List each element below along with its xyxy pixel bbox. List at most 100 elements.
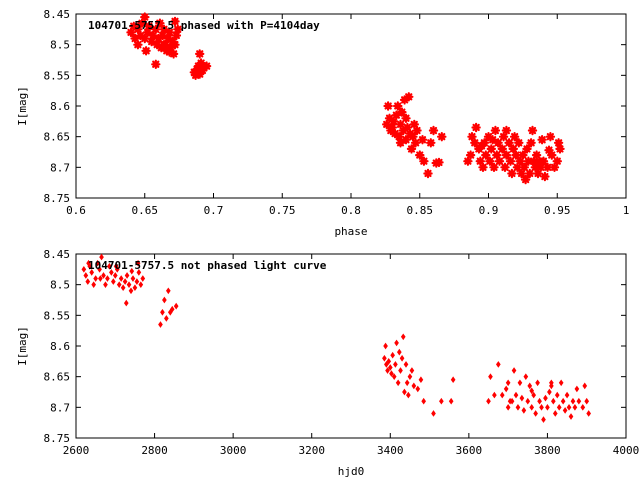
y-tick-label: 8.6 (50, 340, 70, 353)
data-point (133, 40, 143, 50)
data-point (140, 12, 150, 22)
data-point (552, 410, 558, 417)
data-point (547, 388, 552, 396)
data-point (470, 138, 480, 148)
x-tick-label: 3000 (220, 444, 247, 457)
data-point (518, 150, 528, 160)
data-point (481, 150, 491, 160)
y-axis-label: I[mag] (16, 326, 29, 366)
x-tick-label: 0.6 (66, 204, 86, 217)
data-point (547, 150, 557, 160)
data-point (395, 119, 406, 130)
y-tick-label: 8.55 (44, 309, 71, 322)
data-point (83, 272, 89, 279)
data-point (89, 269, 95, 276)
data-point (396, 348, 402, 356)
data-point (488, 373, 493, 380)
data-point (135, 259, 141, 267)
data-point (511, 150, 521, 160)
data-point (478, 162, 488, 172)
data-point (574, 385, 580, 393)
data-point (93, 275, 98, 282)
data-point (485, 156, 495, 166)
data-point (410, 138, 421, 148)
data-point (412, 125, 422, 136)
x-tick-label: 0.65 (132, 204, 159, 217)
data-point (417, 135, 428, 145)
data-point (415, 150, 425, 160)
data-point (584, 397, 590, 405)
data-point (141, 46, 151, 56)
data-point (153, 33, 164, 44)
data-point (170, 40, 180, 50)
data-point (173, 24, 183, 34)
data-point (467, 132, 477, 142)
data-point (483, 132, 494, 142)
data-point (384, 361, 389, 368)
data-point (126, 281, 132, 288)
data-point (163, 33, 173, 44)
data-point (137, 18, 147, 28)
data-point (388, 116, 399, 126)
data-point (499, 391, 505, 399)
data-point (475, 156, 485, 166)
data-point (516, 168, 527, 179)
data-point (389, 370, 394, 377)
data-point (552, 156, 562, 166)
data-point (531, 391, 537, 399)
data-point (398, 125, 408, 136)
y-tick-label: 8.65 (44, 371, 71, 384)
data-point (97, 266, 102, 273)
data-point (140, 275, 146, 282)
data-point (501, 125, 512, 136)
data-point (555, 144, 565, 154)
data-point (135, 30, 146, 41)
data-point (437, 132, 447, 142)
y-tick-label: 8.5 (50, 39, 70, 52)
data-point (486, 144, 496, 154)
data-point (537, 397, 542, 405)
data-point (159, 40, 169, 50)
x-tick-label: 0.95 (544, 204, 571, 217)
data-point (86, 259, 91, 267)
data-point (170, 16, 180, 27)
data-point (136, 269, 142, 276)
data-point (406, 144, 417, 154)
data-point (171, 30, 182, 41)
data-point (155, 18, 165, 28)
y-tick-label: 8.5 (50, 279, 70, 292)
data-point (195, 49, 205, 59)
data-point (500, 162, 510, 172)
data-point (201, 61, 212, 71)
data-point (390, 128, 400, 139)
data-point (497, 144, 507, 154)
data-point (533, 410, 538, 417)
data-point (586, 410, 592, 417)
data-point (157, 30, 168, 41)
data-point (386, 125, 396, 136)
data-point (95, 259, 100, 267)
data-point (120, 284, 126, 292)
data-point (582, 382, 588, 390)
x-axis-label: hjd0 (338, 465, 365, 478)
data-point (126, 27, 136, 38)
data-point (418, 376, 424, 384)
data-point (132, 284, 138, 292)
data-point (166, 43, 176, 53)
data-point (465, 150, 476, 160)
data-point (128, 287, 134, 295)
y-tick-label: 8.65 (44, 131, 71, 144)
data-point (391, 373, 397, 380)
data-point (507, 168, 517, 179)
data-point (519, 162, 529, 172)
data-point (383, 101, 393, 111)
data-point (138, 281, 144, 288)
data-point (576, 397, 582, 405)
data-point (426, 138, 436, 148)
x-tick-label: 0.75 (269, 204, 296, 217)
data-point (411, 382, 417, 390)
data-point (399, 95, 410, 105)
data-point (511, 367, 517, 374)
y-tick-label: 8.45 (44, 248, 71, 261)
